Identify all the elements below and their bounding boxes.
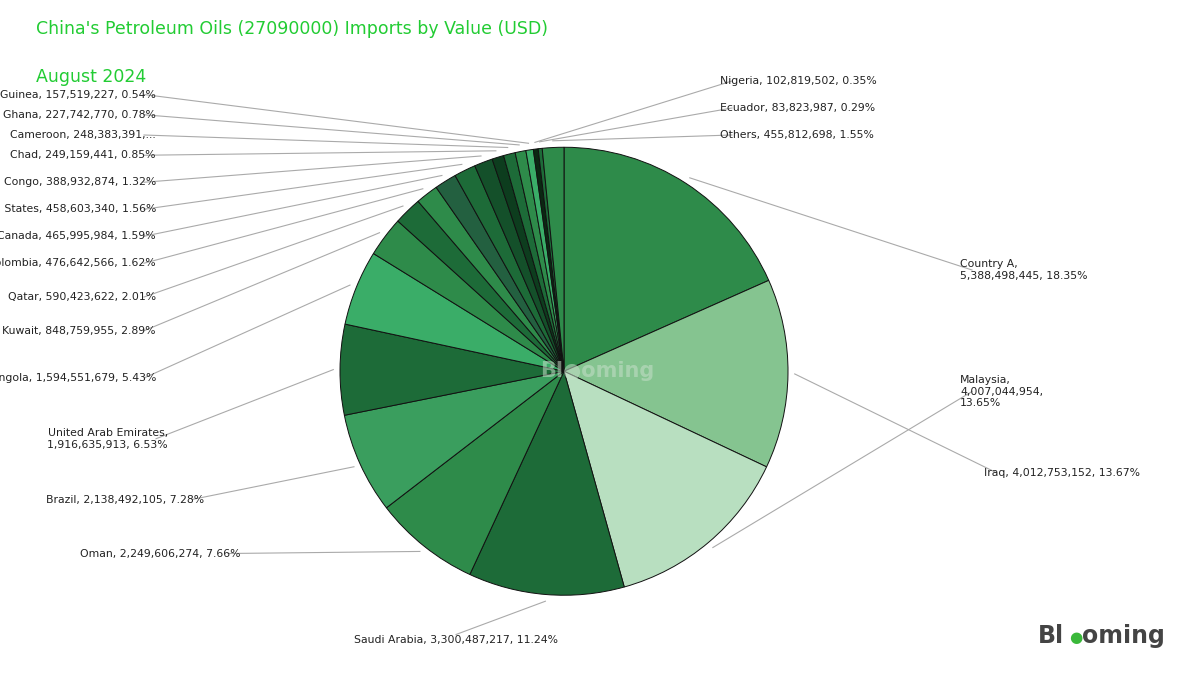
Text: Colombia, 476,642,566, 1.62%: Colombia, 476,642,566, 1.62% [0,259,156,268]
Text: Canada, 465,995,984, 1.59%: Canada, 465,995,984, 1.59% [0,232,156,241]
Wedge shape [475,159,564,371]
Wedge shape [564,147,769,371]
Text: Bl: Bl [1038,624,1064,648]
Text: Qatar, 590,423,622, 2.01%: Qatar, 590,423,622, 2.01% [8,292,156,302]
Wedge shape [470,371,624,595]
Text: ●: ● [1069,630,1082,645]
Wedge shape [504,153,564,371]
Text: Nigeria, 102,819,502, 0.35%: Nigeria, 102,819,502, 0.35% [720,76,877,86]
Text: Kuwait, 848,759,955, 2.89%: Kuwait, 848,759,955, 2.89% [2,326,156,335]
Wedge shape [515,151,564,371]
Wedge shape [346,254,564,371]
Text: China's Petroleum Oils (27090000) Imports by Value (USD): China's Petroleum Oils (27090000) Import… [36,20,548,38]
Text: Others, 455,812,698, 1.55%: Others, 455,812,698, 1.55% [720,130,874,140]
Wedge shape [373,221,564,371]
Text: Brazil, 2,138,492,105, 7.28%: Brazil, 2,138,492,105, 7.28% [46,495,204,504]
Text: August 2024: August 2024 [36,68,146,86]
Wedge shape [564,280,788,467]
Text: Malaysia,
4,007,044,954,
13.65%: Malaysia, 4,007,044,954, 13.65% [960,375,1043,408]
Text: Congo, 388,932,874, 1.32%: Congo, 388,932,874, 1.32% [4,178,156,187]
Text: Bl●oming: Bl●oming [540,361,655,381]
Wedge shape [564,371,767,587]
Wedge shape [492,155,564,371]
Text: Angola, 1,594,551,679, 5.43%: Angola, 1,594,551,679, 5.43% [0,373,156,383]
Wedge shape [386,371,564,574]
Text: Cameroon, 248,383,391,...: Cameroon, 248,383,391,... [11,130,156,140]
Wedge shape [344,371,564,508]
Text: Saudi Arabia, 3,300,487,217, 11.24%: Saudi Arabia, 3,300,487,217, 11.24% [354,634,558,645]
Wedge shape [340,324,564,415]
Text: Country A,
5,388,498,445, 18.35%: Country A, 5,388,498,445, 18.35% [960,259,1087,281]
Wedge shape [533,148,564,371]
Text: Equatorial Guinea, 157,519,227, 0.54%: Equatorial Guinea, 157,519,227, 0.54% [0,90,156,99]
Text: oming: oming [1082,624,1165,648]
Wedge shape [526,149,564,371]
Text: Chad, 249,159,441, 0.85%: Chad, 249,159,441, 0.85% [11,151,156,160]
Text: Ghana, 227,742,770, 0.78%: Ghana, 227,742,770, 0.78% [4,110,156,119]
Wedge shape [538,148,564,371]
Wedge shape [455,166,564,371]
Text: Iraq, 4,012,753,152, 13.67%: Iraq, 4,012,753,152, 13.67% [984,468,1140,477]
Text: United Arab Emirates,
1,916,635,913, 6.53%: United Arab Emirates, 1,916,635,913, 6.5… [47,428,168,450]
Wedge shape [436,176,564,371]
Text: United States, 458,603,340, 1.56%: United States, 458,603,340, 1.56% [0,205,156,214]
Wedge shape [542,147,564,371]
Text: Ecuador, 83,823,987, 0.29%: Ecuador, 83,823,987, 0.29% [720,103,875,113]
Wedge shape [418,188,564,371]
Wedge shape [398,201,564,371]
Text: Oman, 2,249,606,274, 7.66%: Oman, 2,249,606,274, 7.66% [79,549,240,558]
